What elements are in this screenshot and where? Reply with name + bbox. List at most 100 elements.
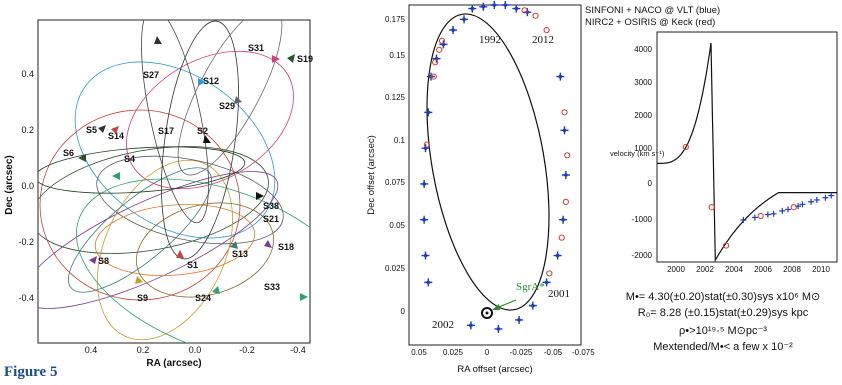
velocity-x-tick-label: 2010 bbox=[812, 265, 830, 274]
orbit-ellipses bbox=[38, 20, 310, 343]
orbit-ellipse bbox=[38, 171, 279, 309]
velocity-x-tick-label: 2000 bbox=[667, 265, 685, 274]
s2-y-tick-label: 0 bbox=[401, 307, 406, 316]
orbit-ellipse bbox=[76, 178, 310, 343]
s2-x-tick-label: -0.05 bbox=[544, 348, 563, 357]
velocity-plot-frame bbox=[656, 31, 838, 263]
orbits-y-tick-label: 0.4 bbox=[21, 69, 34, 79]
star-label: S14 bbox=[108, 131, 124, 141]
star-marker bbox=[112, 172, 120, 180]
velocity-y-tick-label: 3000 bbox=[634, 78, 652, 87]
s2-data-points bbox=[420, 1, 571, 333]
star-label: S13 bbox=[232, 249, 248, 259]
s2-x-tick-label: 0 bbox=[485, 348, 490, 357]
star-labels: S31 S19 S27 S12 S29 S5 S14 S17 S2 S6 S4 … bbox=[63, 43, 313, 303]
orbit-ellipse bbox=[97, 159, 233, 341]
s2-vlt-point-core bbox=[544, 280, 549, 285]
velocity-x-tick-label: 2002 bbox=[696, 265, 714, 274]
star-label: S21 bbox=[263, 214, 279, 224]
orbits-x-tick-label: -0.4 bbox=[290, 345, 306, 355]
star-marker bbox=[264, 240, 272, 248]
orbit-ellipse bbox=[141, 20, 209, 224]
star-marker bbox=[111, 126, 119, 134]
s2-keck-point bbox=[546, 270, 553, 277]
star-marker bbox=[272, 55, 280, 63]
s2-keck-point bbox=[562, 198, 569, 205]
s2-vlt-point-core bbox=[531, 303, 535, 308]
star-marker bbox=[176, 250, 184, 258]
star-label: S8 bbox=[98, 256, 109, 266]
velocity-keck-point bbox=[790, 204, 797, 211]
orbits-y-ticks: 0.4 0.2 0.0 -0.2 -0.4 bbox=[18, 69, 34, 303]
s2-vlt-point-core bbox=[492, 3, 497, 7]
velocity-vlt-point bbox=[764, 211, 771, 218]
s2-x-tick-label: -0.075 bbox=[572, 348, 595, 357]
figure-caption: Figure 5 bbox=[4, 364, 58, 380]
s2-orbit-panel: 0 0.025 0.05 0.075 0.1 0.125 0.15 0.175 … bbox=[366, 1, 595, 375]
orbit-ellipse bbox=[94, 204, 256, 276]
orbits-y-tick-label: 0.0 bbox=[21, 181, 34, 191]
equation-extended: Mextended/M•< a few x 10⁻² bbox=[653, 341, 793, 353]
star-label: S12 bbox=[203, 76, 219, 86]
velocity-y-tick-label: -2000 bbox=[632, 251, 653, 260]
legend-vlt: SINFONI + NACO @ VLT (blue) bbox=[585, 5, 721, 16]
star-label: S24 bbox=[195, 293, 211, 303]
orbits-y-tick-label: -0.2 bbox=[18, 237, 34, 247]
s2-keck-point bbox=[430, 73, 437, 80]
s2-annotations: 1992 2012 2001 2002 SgrA* bbox=[432, 34, 570, 331]
star-label: S9 bbox=[137, 293, 148, 303]
equation-density: ρ•>10¹⁹·⁵ M⊙pc⁻³ bbox=[679, 325, 767, 337]
s2-vlt-point-core bbox=[462, 17, 466, 22]
s2-keck-point bbox=[521, 7, 528, 14]
star-marker bbox=[98, 125, 106, 133]
star-marker bbox=[256, 192, 264, 200]
velocity-vlt-point bbox=[751, 214, 758, 221]
s2-y-axis-label: Dec offset (arcsec) bbox=[366, 135, 377, 215]
velocity-x-tick-label: 2004 bbox=[725, 265, 743, 274]
s2-ticks: 0 0.025 0.05 0.075 0.1 0.125 0.15 0.175 … bbox=[385, 15, 595, 357]
s2-year-label: 2001 bbox=[548, 288, 570, 300]
star-marker bbox=[89, 256, 97, 264]
s2-vlt-point-core bbox=[470, 6, 475, 11]
orbits-x-tick-label: -0.2 bbox=[239, 345, 255, 355]
s2-x-tick-label: 0.025 bbox=[443, 348, 464, 357]
s2-keck-point bbox=[564, 152, 571, 159]
velocity-vlt-point bbox=[799, 201, 806, 208]
orbit-ellipse bbox=[135, 202, 275, 298]
star-label: S17 bbox=[158, 126, 174, 136]
star-label: S6 bbox=[63, 148, 74, 158]
orbit-ellipse bbox=[68, 167, 212, 293]
orbits-x-ticks: 0.4 0.2 0.0 -0.2 -0.4 bbox=[85, 345, 306, 355]
star-marker bbox=[198, 78, 206, 86]
velocity-keck-point bbox=[708, 204, 715, 211]
s2-vlt-point-core bbox=[451, 28, 455, 32]
velocity-vlt-point bbox=[740, 217, 747, 224]
s2-vlt-point-core bbox=[423, 253, 428, 258]
orbits-x-axis-label: RA (arcsec) bbox=[146, 358, 201, 369]
velocity-ticks: 4000 3000 2000 1000 0 -1000 -2000 2000 2… bbox=[632, 45, 831, 274]
s2-keck-point bbox=[423, 141, 430, 148]
velocity-vlt-point bbox=[808, 198, 815, 205]
s2-vlt-point-core bbox=[555, 253, 560, 258]
sgra-marker-center bbox=[485, 311, 489, 315]
star-label: S1 bbox=[187, 260, 198, 270]
orbit-ellipse bbox=[74, 61, 276, 239]
orbits-x-tick-label: 0.2 bbox=[137, 345, 150, 355]
s2-keck-point bbox=[432, 59, 439, 66]
velocity-y-tick-label: -1000 bbox=[632, 215, 653, 224]
s2-year-label: 2002 bbox=[432, 319, 454, 331]
star-marker bbox=[78, 154, 86, 162]
s2-orbit-ellipse bbox=[426, 13, 550, 311]
orbits-x-tick-label: 0.4 bbox=[85, 345, 98, 355]
sgra-label: SgrA* bbox=[516, 281, 545, 293]
s2-year-label: 2012 bbox=[532, 34, 554, 46]
s2-vlt-point-core bbox=[422, 182, 426, 186]
s2-vlt-point-core bbox=[561, 217, 565, 222]
s2-y-tick-label: 0.125 bbox=[385, 93, 406, 102]
equation-mass: M•= 4.30(±0.20)stat(±0.30)sys x10⁶ M⊙ bbox=[625, 291, 821, 303]
velocity-y-tick-label: 2000 bbox=[634, 111, 652, 120]
orbits-y-axis-label: Dec (arcsec) bbox=[4, 155, 15, 214]
velocity-vlt-point bbox=[785, 206, 792, 213]
star-label: S5 bbox=[86, 125, 97, 135]
